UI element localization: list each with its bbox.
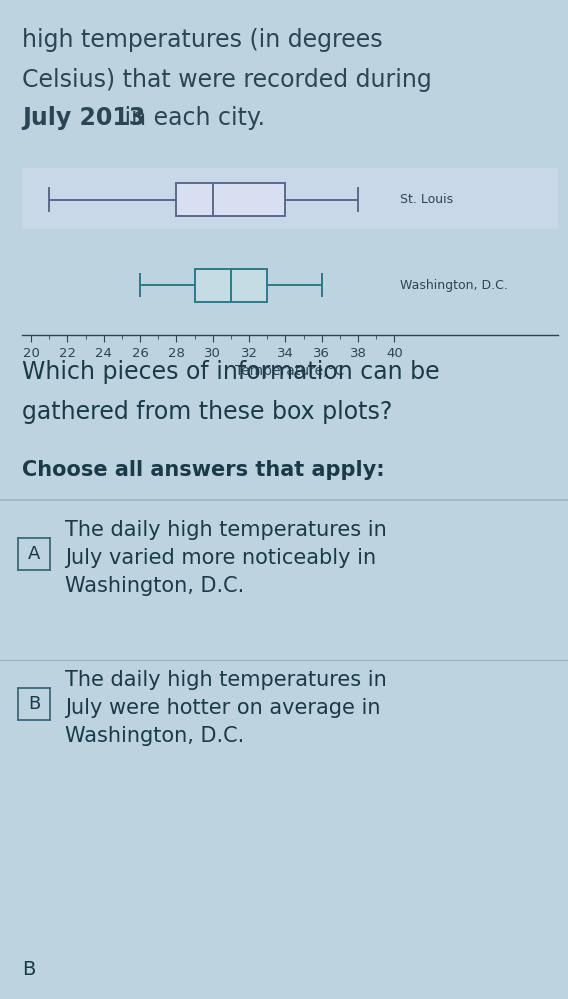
Text: gathered from these box plots?: gathered from these box plots?	[22, 400, 392, 424]
X-axis label: Temperature,°C: Temperature,°C	[235, 364, 345, 378]
Text: high temperatures (in degrees: high temperatures (in degrees	[22, 28, 383, 52]
Bar	[177, 183, 286, 216]
Text: in each city.: in each city.	[117, 106, 265, 130]
Text: St. Louis: St. Louis	[400, 193, 453, 206]
Text: B: B	[28, 695, 40, 713]
Text: July 2013: July 2013	[22, 106, 145, 130]
Text: Celsius) that were recorded during: Celsius) that were recorded during	[22, 68, 432, 92]
Text: B: B	[22, 960, 35, 979]
Text: The daily high temperatures in
July varied more noticeably in
Washington, D.C.: The daily high temperatures in July vari…	[65, 520, 387, 596]
Text: A: A	[28, 545, 40, 563]
Bar	[22, 168, 558, 228]
Text: The daily high temperatures in
July were hotter on average in
Washington, D.C.: The daily high temperatures in July were…	[65, 670, 387, 746]
Bar	[195, 269, 268, 302]
Text: Washington, D.C.: Washington, D.C.	[400, 279, 508, 292]
Text: Which pieces of information can be: Which pieces of information can be	[22, 360, 440, 384]
Text: Choose all answers that apply:: Choose all answers that apply:	[22, 460, 385, 480]
